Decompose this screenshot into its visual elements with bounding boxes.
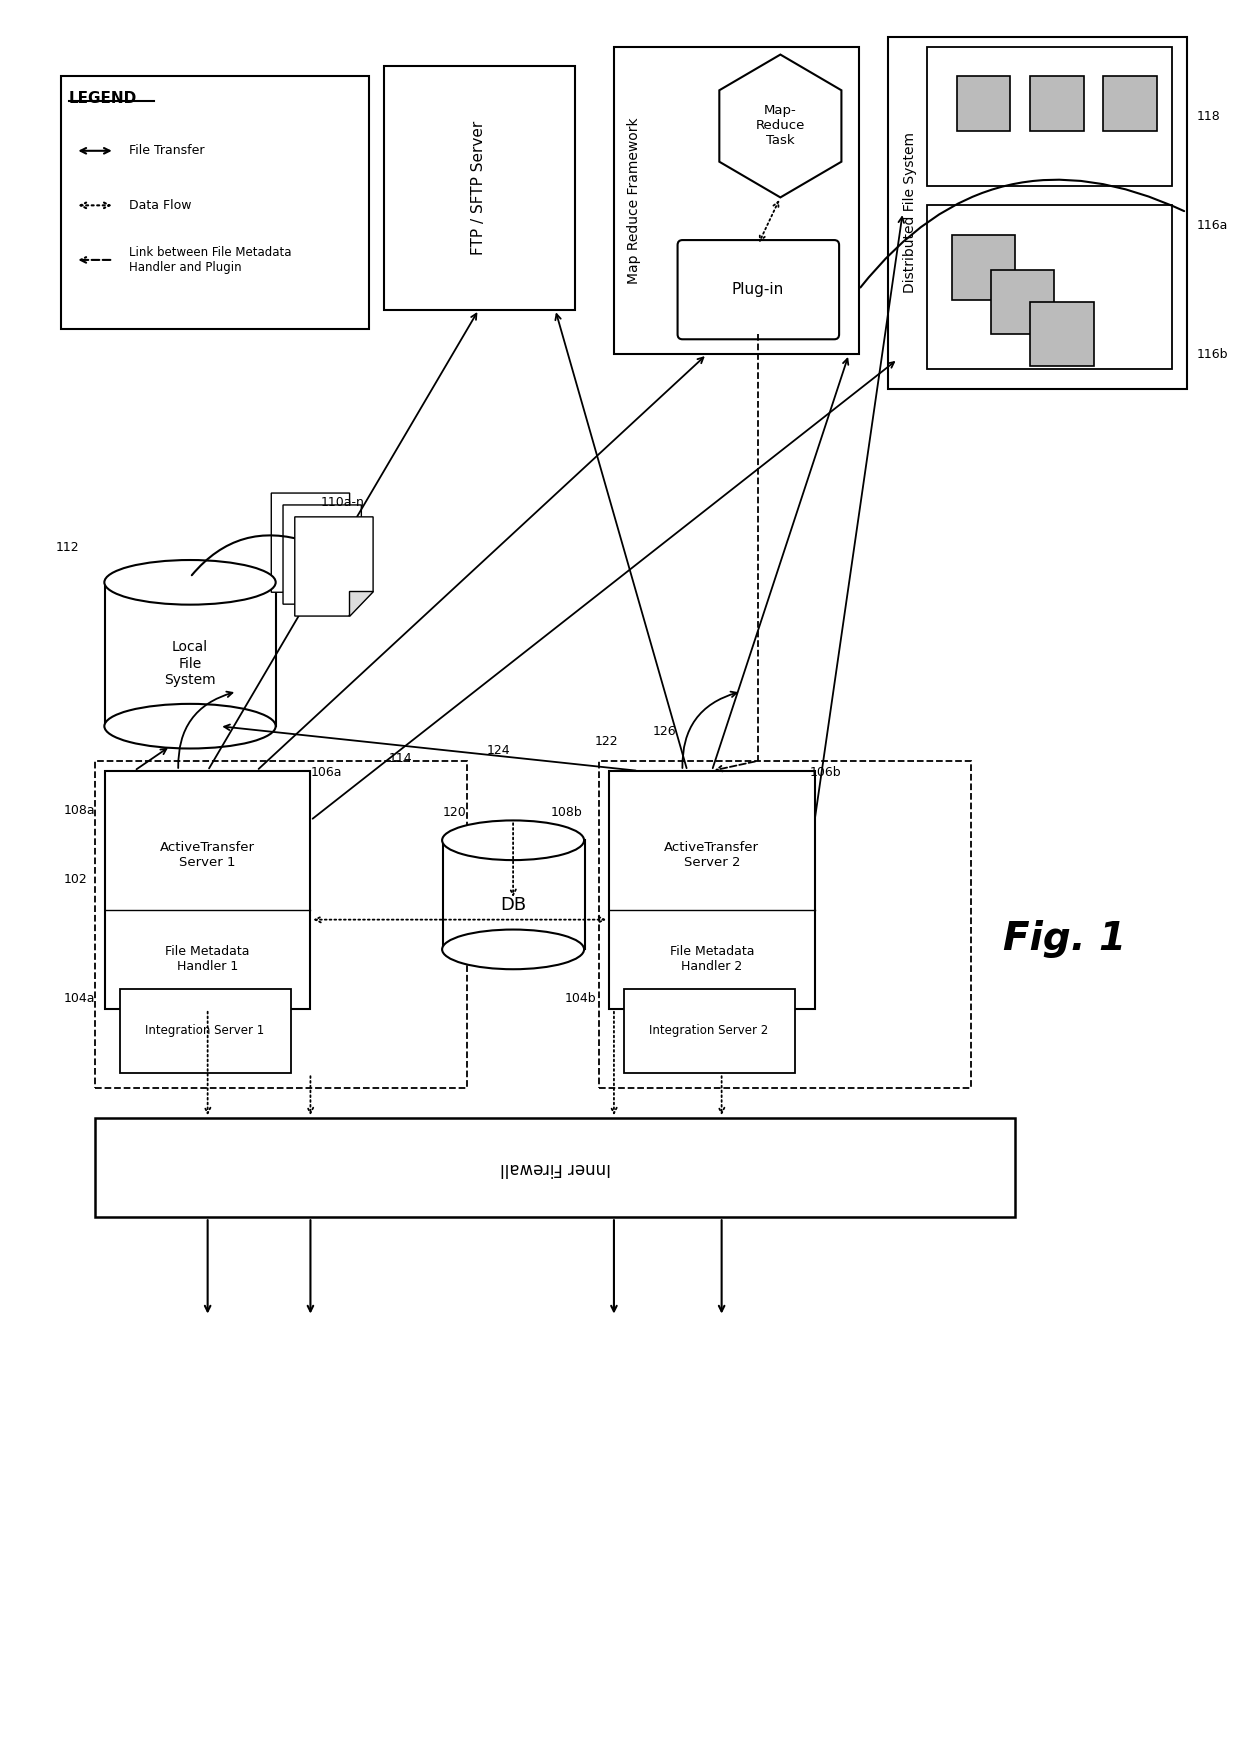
Text: 108a: 108a [63,804,95,818]
Text: Plug-in: Plug-in [732,283,784,297]
Polygon shape [337,580,361,604]
Text: 104a: 104a [63,992,95,1006]
Text: 126: 126 [653,725,677,737]
Bar [95,762,467,1088]
Text: 106a: 106a [310,767,342,779]
Bar [614,47,858,355]
Text: 120: 120 [443,805,466,819]
Text: Integration Server 1: Integration Server 1 [145,1024,264,1038]
Bar [95,1118,1016,1218]
Text: Distributed File System: Distributed File System [903,131,916,293]
Text: Fig. 1: Fig. 1 [1003,921,1126,959]
Bar [951,236,1016,299]
Bar [928,206,1172,369]
Text: 116a: 116a [1197,218,1228,232]
Text: File Transfer: File Transfer [129,145,205,157]
Bar [609,770,815,1010]
Text: 114: 114 [389,753,413,765]
Bar [119,989,291,1073]
Text: Inner Firewall: Inner Firewall [500,1158,610,1177]
Polygon shape [325,568,350,592]
Text: LEGEND: LEGEND [68,91,136,107]
Text: 122: 122 [594,734,618,748]
Bar [1104,77,1157,131]
Text: Data Flow: Data Flow [129,199,192,211]
Bar [888,37,1187,390]
Polygon shape [283,505,361,604]
Bar [1030,302,1094,367]
Text: FTP / SFTP Server: FTP / SFTP Server [471,121,486,255]
Text: 124: 124 [486,744,511,758]
Ellipse shape [104,561,275,604]
Bar [624,989,795,1073]
Text: 110a-n: 110a-n [320,496,365,510]
Text: Local
File
System: Local File System [164,641,216,687]
Text: 116b: 116b [1197,348,1228,360]
Polygon shape [348,590,373,617]
Polygon shape [719,54,842,197]
Ellipse shape [443,929,584,970]
Bar [928,47,1172,185]
Bar [443,840,584,949]
Ellipse shape [104,704,275,748]
Text: 104b: 104b [565,992,596,1006]
Bar [384,66,575,309]
Text: 112: 112 [56,542,79,554]
Ellipse shape [443,821,584,860]
Bar [599,762,971,1088]
Text: Integration Server 2: Integration Server 2 [650,1024,769,1038]
Text: 106b: 106b [810,767,842,779]
Text: File Metadata
Handler 2: File Metadata Handler 2 [670,945,754,973]
Bar [1030,77,1084,131]
Text: DB: DB [500,896,526,914]
Bar [991,269,1054,334]
Text: ActiveTransfer
Server 1: ActiveTransfer Server 1 [160,840,255,870]
FancyBboxPatch shape [677,239,839,339]
Text: Map Reduce Framework: Map Reduce Framework [626,117,641,283]
Text: File Metadata
Handler 1: File Metadata Handler 1 [165,945,250,973]
Polygon shape [295,517,373,617]
Text: ActiveTransfer
Server 2: ActiveTransfer Server 2 [665,840,759,870]
Text: Link between File Metadata
Handler and Plugin: Link between File Metadata Handler and P… [129,246,291,274]
Text: 118: 118 [1197,110,1220,122]
Bar [956,77,1011,131]
Text: 102: 102 [63,874,88,886]
Text: 108b: 108b [551,805,582,819]
Bar [105,770,310,1010]
Bar [61,77,370,330]
Text: Map-
Reduce
Task: Map- Reduce Task [755,105,805,147]
Polygon shape [272,493,350,592]
Bar [105,582,277,727]
